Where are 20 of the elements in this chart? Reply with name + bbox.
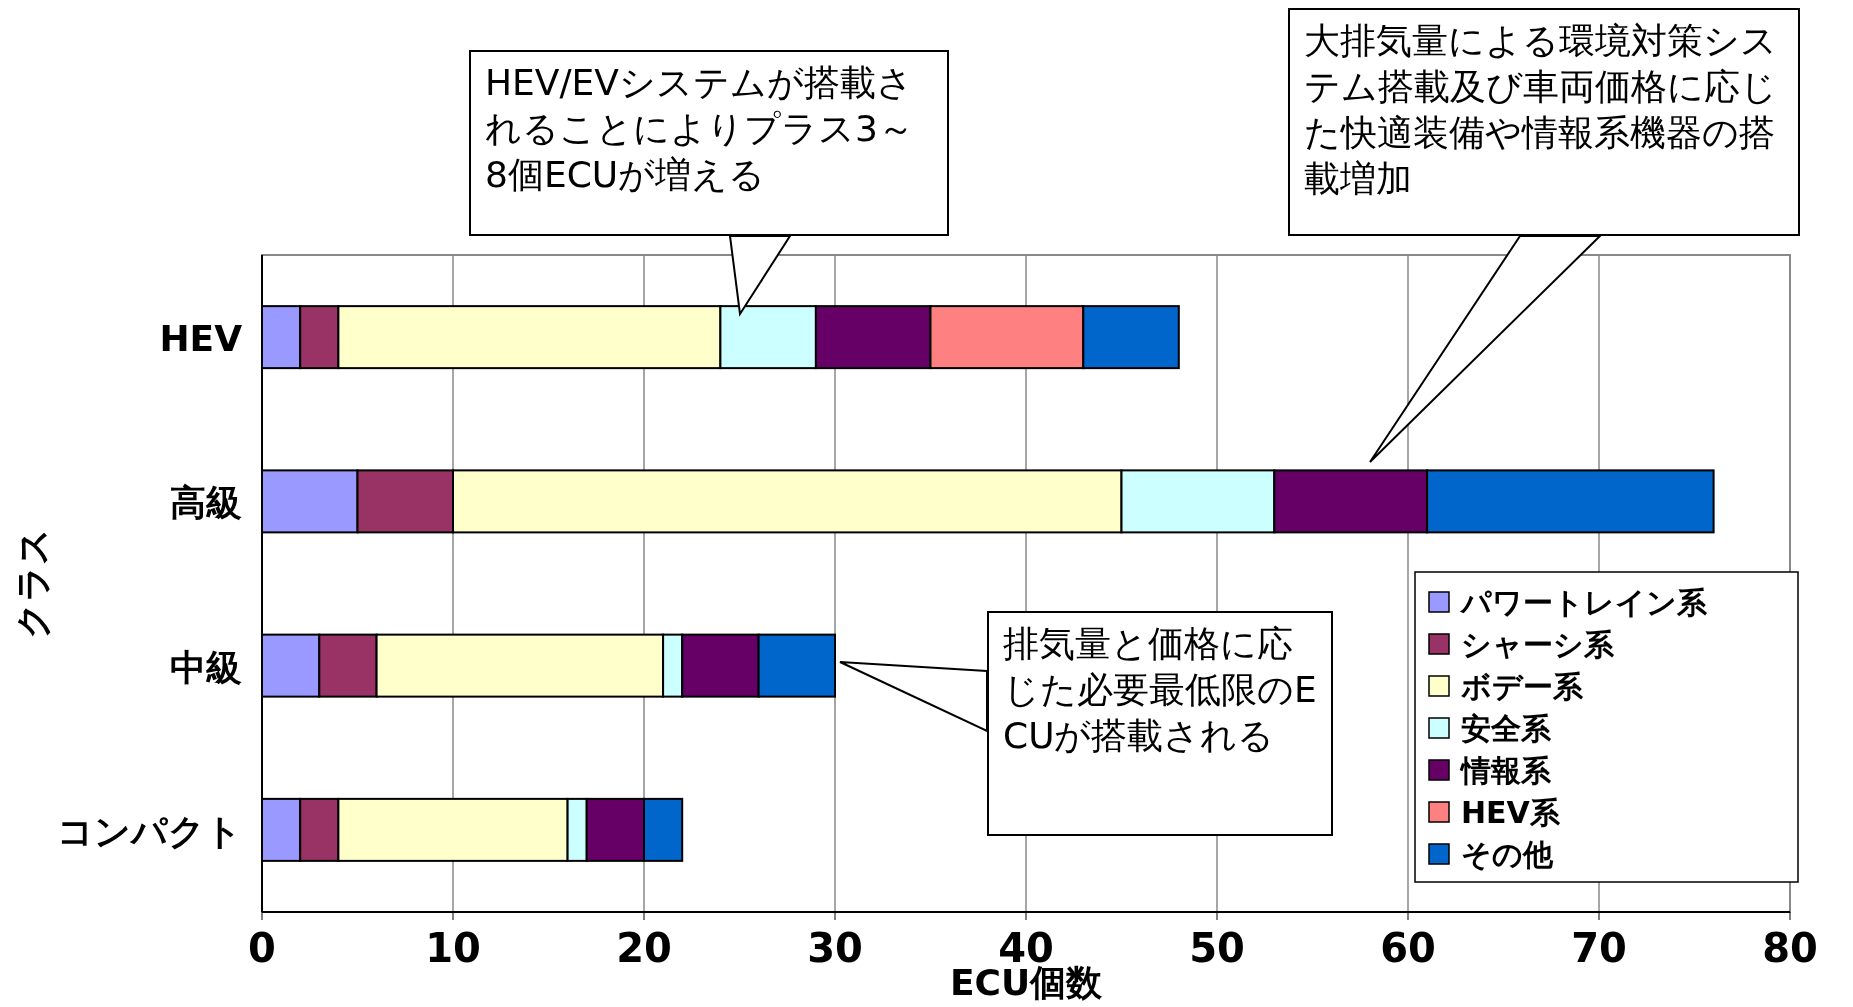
x-tick-label: 20: [616, 925, 672, 971]
y-tick-label: 高級: [170, 482, 242, 524]
legend-label: ボデー系: [1461, 669, 1584, 704]
x-tick-label: 30: [807, 925, 863, 971]
x-tick-label: 50: [1189, 925, 1245, 971]
x-tick-label: 10: [425, 925, 481, 971]
y-tick-label: コンパクト: [57, 810, 242, 852]
y-tick-label: HEV: [159, 318, 243, 360]
legend-label: パワートレイン系: [1459, 585, 1708, 620]
x-tick-label: 80: [1762, 925, 1818, 971]
legend-label: 安全系: [1461, 711, 1552, 746]
legend-label: HEV系: [1461, 795, 1561, 830]
legend-label: シャーシ系: [1461, 627, 1615, 662]
y-tick-label: 中級: [170, 646, 242, 688]
x-tick-label: 0: [248, 925, 276, 971]
legend-label: 情報系: [1459, 753, 1552, 788]
legend-label: その他: [1461, 837, 1554, 872]
x-tick-label: 70: [1571, 925, 1627, 971]
y-axis-title: クラス: [12, 528, 53, 639]
x-tick-label: 60: [1380, 925, 1436, 971]
